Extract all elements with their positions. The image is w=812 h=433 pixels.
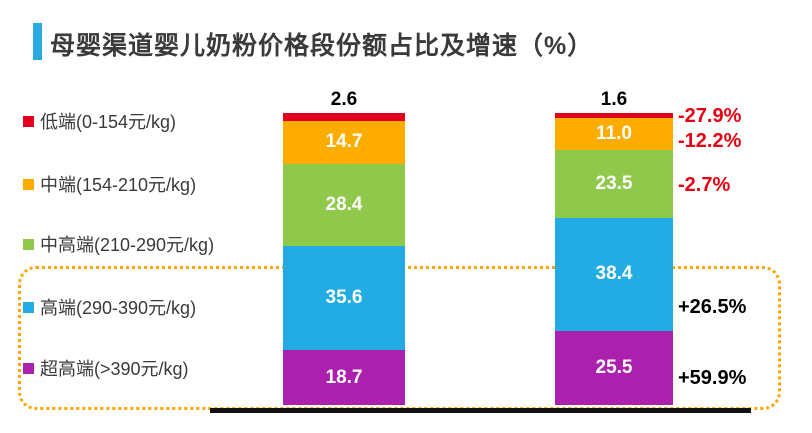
legend-marker-mid-end: [23, 178, 34, 190]
legend-marker-high-end: [23, 301, 34, 313]
bar1-segment-mid-end: 14.7: [283, 120, 405, 164]
bar2-segment-low-end: [555, 113, 673, 118]
stacked-bar-left: 14.7 28.4 35.6 18.7: [283, 113, 405, 405]
legend-label-mid-end: 中端(154-210元/kg): [40, 175, 197, 195]
legend-item-super-high-end: 超高端(>390元/kg): [23, 357, 189, 379]
bar2-high-end-value: 38.4: [595, 263, 633, 285]
bar1-mid-high-end-value: 28.4: [325, 194, 363, 215]
bar2-segment-mid-high-end: 23.5: [555, 149, 673, 219]
bar1-super-high-end-value: 18.7: [325, 366, 363, 388]
bar2-segment-mid-end: 11.0: [555, 117, 673, 150]
legend-item-low-end: 低端(0-154元/kg): [23, 110, 176, 132]
title-accent-bar: [33, 23, 42, 60]
legend-label-low-end: 低端(0-154元/kg): [40, 112, 177, 132]
bar2-segment-high-end: 38.4: [555, 218, 673, 331]
growth-label-mid-end: -12.2%: [678, 130, 742, 152]
bar1-segment-high-end: 35.6: [283, 246, 405, 351]
legend-item-high-end: 高端(290-390元/kg): [23, 296, 196, 318]
bar2-super-high-end-value: 25.5: [595, 356, 633, 378]
growth-label-low-end: -27.9%: [678, 105, 742, 127]
growth-label-super-high-end: +59.9%: [678, 367, 747, 389]
bar1-high-end-value: 35.6: [325, 287, 363, 309]
bar2-mid-high-end-value: 23.5: [595, 173, 633, 195]
legend-marker-super-high-end: [23, 362, 34, 374]
x-axis-line: [210, 408, 751, 413]
legend-label-high-end: 高端(290-390元/kg): [40, 298, 197, 318]
bar1-segment-mid-high-end: 28.4: [283, 163, 405, 247]
bar2-low-end-value: 1.6: [600, 89, 628, 110]
legend-label-super-high-end: 超高端(>390元/kg): [40, 359, 189, 379]
legend-label-mid-high-end: 中高端(210-290元/kg): [40, 235, 215, 255]
growth-label-mid-high-end: -2.7%: [678, 174, 731, 196]
stacked-bar-right: 11.0 23.5 38.4 25.5: [555, 113, 673, 405]
bar1-low-end-value: 2.6: [330, 89, 358, 110]
growth-label-high-end: +26.5%: [678, 296, 747, 318]
bar1-mid-end-value: 14.7: [325, 131, 363, 153]
legend-item-mid-high-end: 中高端(210-290元/kg): [23, 233, 214, 255]
bar1-segment-low-end: [283, 113, 405, 121]
chart-title: 母婴渠道婴儿奶粉价格段份额占比及增速（%）: [50, 32, 594, 60]
bar2-segment-super-high-end: 25.5: [555, 330, 673, 405]
legend-marker-low-end: [23, 115, 34, 127]
legend-marker-mid-high-end: [23, 238, 34, 250]
legend-item-mid-end: 中端(154-210元/kg): [23, 173, 196, 195]
bar1-segment-super-high-end: 18.7: [283, 350, 405, 405]
bar2-mid-end-value: 11.0: [596, 122, 632, 144]
